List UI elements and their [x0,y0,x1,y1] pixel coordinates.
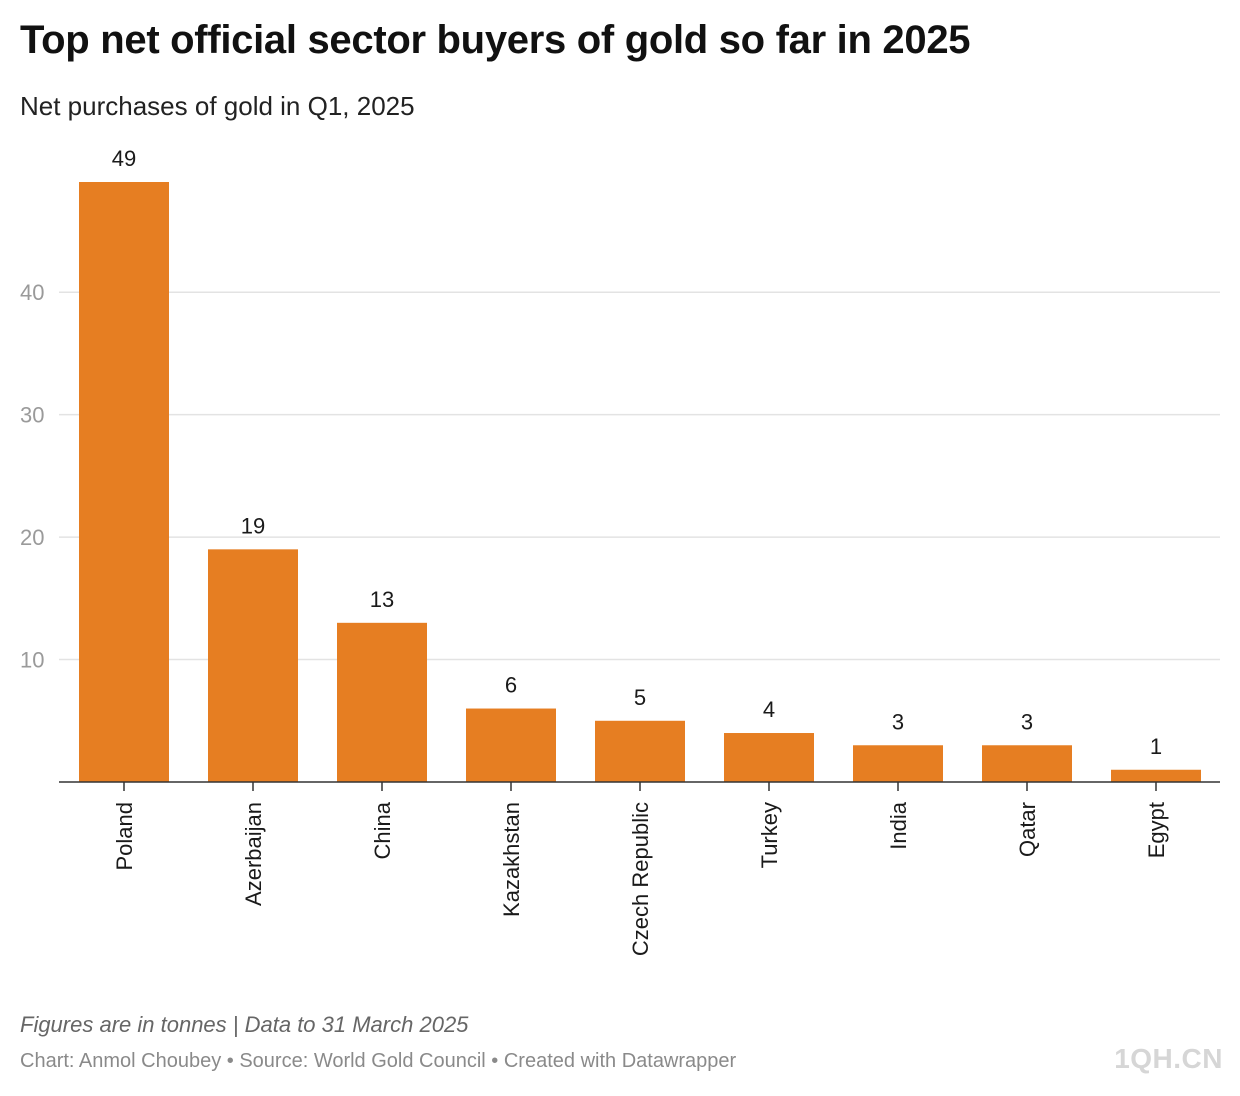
value-labels: 49 19 13 6 5 4 3 3 1 [112,146,1162,759]
bar-kazakhstan [466,708,556,782]
bar-turkey [724,733,814,782]
value-label: 19 [241,513,265,538]
bar-egypt [1111,769,1201,782]
category-labels: Poland Azerbaijan China Kazakhstan Czech Rep… [112,801,1169,956]
value-label: 4 [763,697,775,722]
value-label: 3 [1021,709,1033,734]
category-label: Azerbaijan [241,802,266,906]
category-label: India [886,801,911,849]
value-label: 3 [892,709,904,734]
bar-poland [79,182,169,782]
category-label: Qatar [1015,802,1040,857]
category-label: China [370,801,395,859]
watermark: 1QH.CN [1114,1043,1223,1074]
bar-azerbaijan [208,549,298,782]
chart-notes: Figures are in tonnes | Data to 31 March… [20,1012,469,1037]
bars [79,182,1201,782]
category-label: Czech Republic [628,802,653,956]
chart-footer: Chart: Anmol Choubey • Source: World Gol… [20,1050,737,1072]
bar-qatar [982,745,1072,782]
category-label: Poland [112,802,137,871]
y-tick-label: 30 [20,403,44,428]
y-tick-label: 40 [20,280,44,305]
y-tick-label: 10 [20,648,44,673]
bar-india [853,745,943,782]
value-label: 5 [634,685,646,710]
bar-china [337,622,427,782]
y-tick-label: 20 [20,525,44,550]
category-label: Turkey [757,802,782,868]
value-label: 49 [112,146,136,171]
category-label: Egypt [1144,802,1169,858]
y-axis-ticks: 10 20 30 40 [20,280,44,672]
value-label: 6 [505,673,517,698]
bar-chart: 10 20 30 40 49 19 13 6 5 4 3 3 1 Poland Azerbaijan Ch… [20,146,1220,956]
x-axis-ticks [123,782,1157,791]
chart-title: Top net official sector buyers of gold s… [20,18,971,62]
value-label: 13 [370,587,394,612]
value-label: 1 [1150,734,1162,759]
chart-subtitle: Net purchases of gold in Q1, 2025 [20,91,415,121]
category-label: Kazakhstan [499,802,524,917]
bar-czech-republic [595,720,685,782]
